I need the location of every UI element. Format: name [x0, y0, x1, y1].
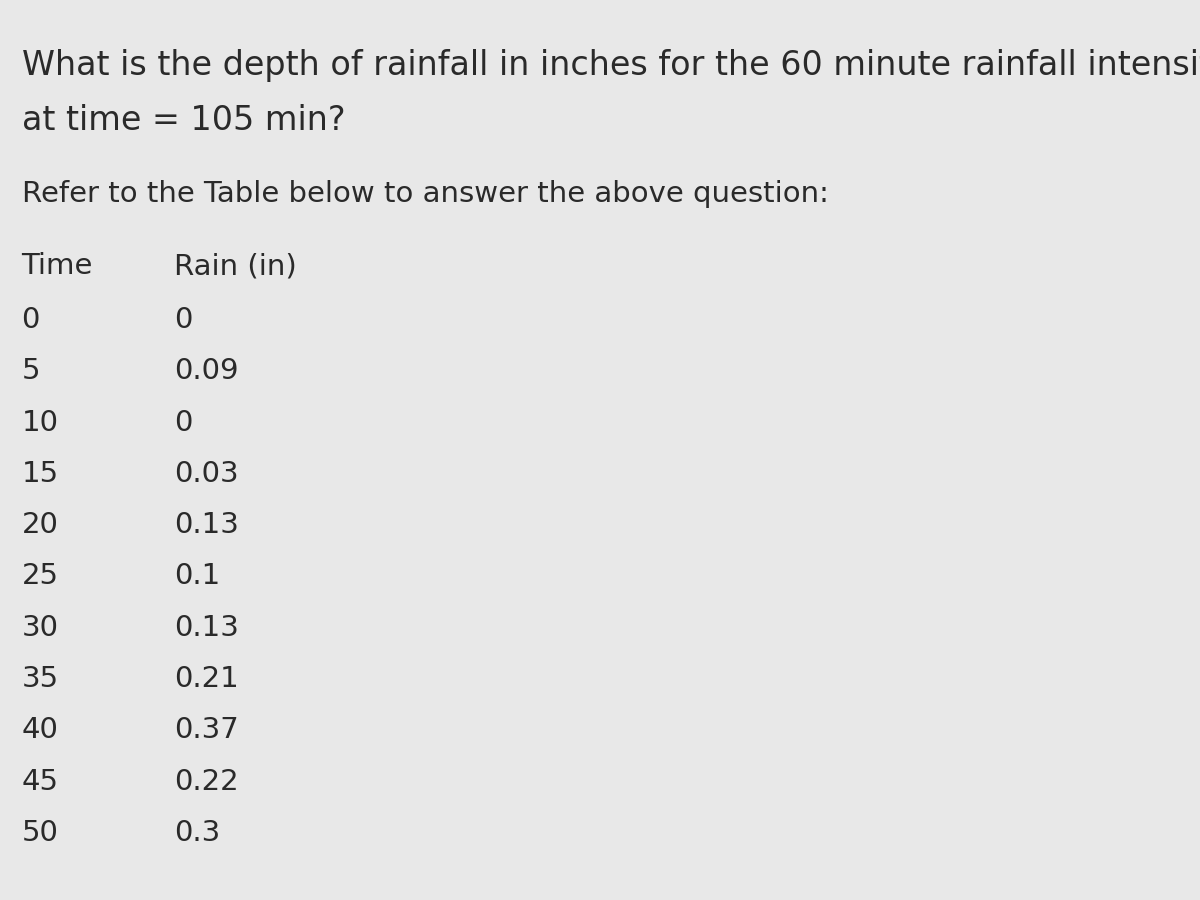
Text: 10: 10 [22, 409, 59, 436]
Text: 35: 35 [22, 665, 59, 693]
Text: 0.03: 0.03 [174, 460, 239, 488]
Text: Refer to the Table below to answer the above question:: Refer to the Table below to answer the a… [22, 180, 828, 208]
Text: 0: 0 [174, 409, 192, 436]
Text: 5: 5 [22, 357, 40, 385]
Text: 0.22: 0.22 [174, 768, 239, 796]
Text: 0.13: 0.13 [174, 511, 239, 539]
Text: 0.1: 0.1 [174, 562, 221, 590]
Text: 0.13: 0.13 [174, 614, 239, 642]
Text: 0: 0 [174, 306, 192, 334]
Text: 0: 0 [22, 306, 40, 334]
Text: Time: Time [22, 252, 92, 280]
Text: at time = 105 min?: at time = 105 min? [22, 104, 346, 137]
Text: 45: 45 [22, 768, 59, 796]
Text: 0.37: 0.37 [174, 716, 239, 744]
Text: 50: 50 [22, 819, 59, 847]
Text: 0.3: 0.3 [174, 819, 221, 847]
Text: 15: 15 [22, 460, 59, 488]
Text: 30: 30 [22, 614, 59, 642]
Text: 40: 40 [22, 716, 59, 744]
Text: 25: 25 [22, 562, 59, 590]
Text: Rain (in): Rain (in) [174, 252, 296, 280]
Text: 0.21: 0.21 [174, 665, 239, 693]
Text: 0.09: 0.09 [174, 357, 239, 385]
Text: What is the depth of rainfall in inches for the 60 minute rainfall intensity: What is the depth of rainfall in inches … [22, 50, 1200, 83]
Text: 20: 20 [22, 511, 59, 539]
